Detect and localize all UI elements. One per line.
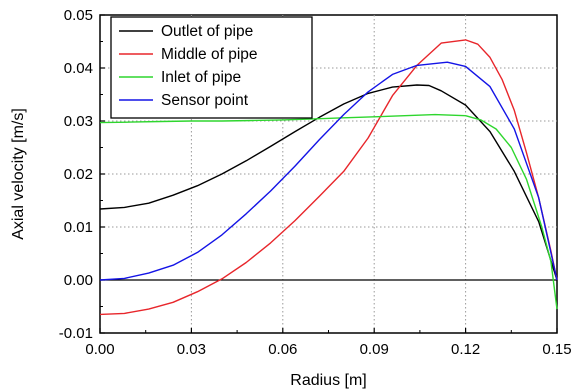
x-axis-ticks: 0.00 0.03 0.06 0.09 0.12 0.15: [85, 328, 572, 358]
y-tick-label: 0.05: [64, 7, 93, 24]
x-axis-title: Radius [m]: [290, 372, 366, 389]
y-axis-title: Axial velocity [m/s]: [10, 108, 27, 240]
x-tick-label: 0.15: [542, 341, 571, 358]
y-tick-label: 0.04: [64, 60, 93, 77]
y-tick-label: 0.03: [64, 113, 93, 130]
x-tick-label: 0.09: [360, 341, 389, 358]
y-tick-label: 0.02: [64, 166, 93, 183]
y-tick-label: -0.01: [59, 325, 93, 342]
x-tick-label: 0.12: [451, 341, 480, 358]
y-tick-label: 0.00: [64, 272, 93, 289]
legend-box: [110, 16, 313, 119]
series-line-3: [99, 113, 558, 310]
legend-label: Inlet of pipe: [161, 69, 241, 86]
legend-label: Middle of pipe: [161, 46, 258, 63]
legend: Outlet of pipe Middle of pipe Inlet of pip…: [110, 16, 313, 119]
x-tick-label: 0.03: [177, 341, 206, 358]
legend-label: Outlet of pipe: [161, 23, 253, 40]
series-line-4: [99, 61, 558, 281]
y-axis-ticks: -0.01 0.00 0.01 0.02 0.03 0.04 0.05: [59, 7, 105, 342]
series-line-1: [99, 84, 558, 281]
y-tick-label: 0.01: [64, 219, 93, 236]
x-tick-label: 0.00: [85, 341, 114, 358]
series-lines: [99, 39, 558, 316]
x-tick-label: 0.06: [268, 341, 297, 358]
legend-label: Sensor point: [161, 92, 249, 109]
